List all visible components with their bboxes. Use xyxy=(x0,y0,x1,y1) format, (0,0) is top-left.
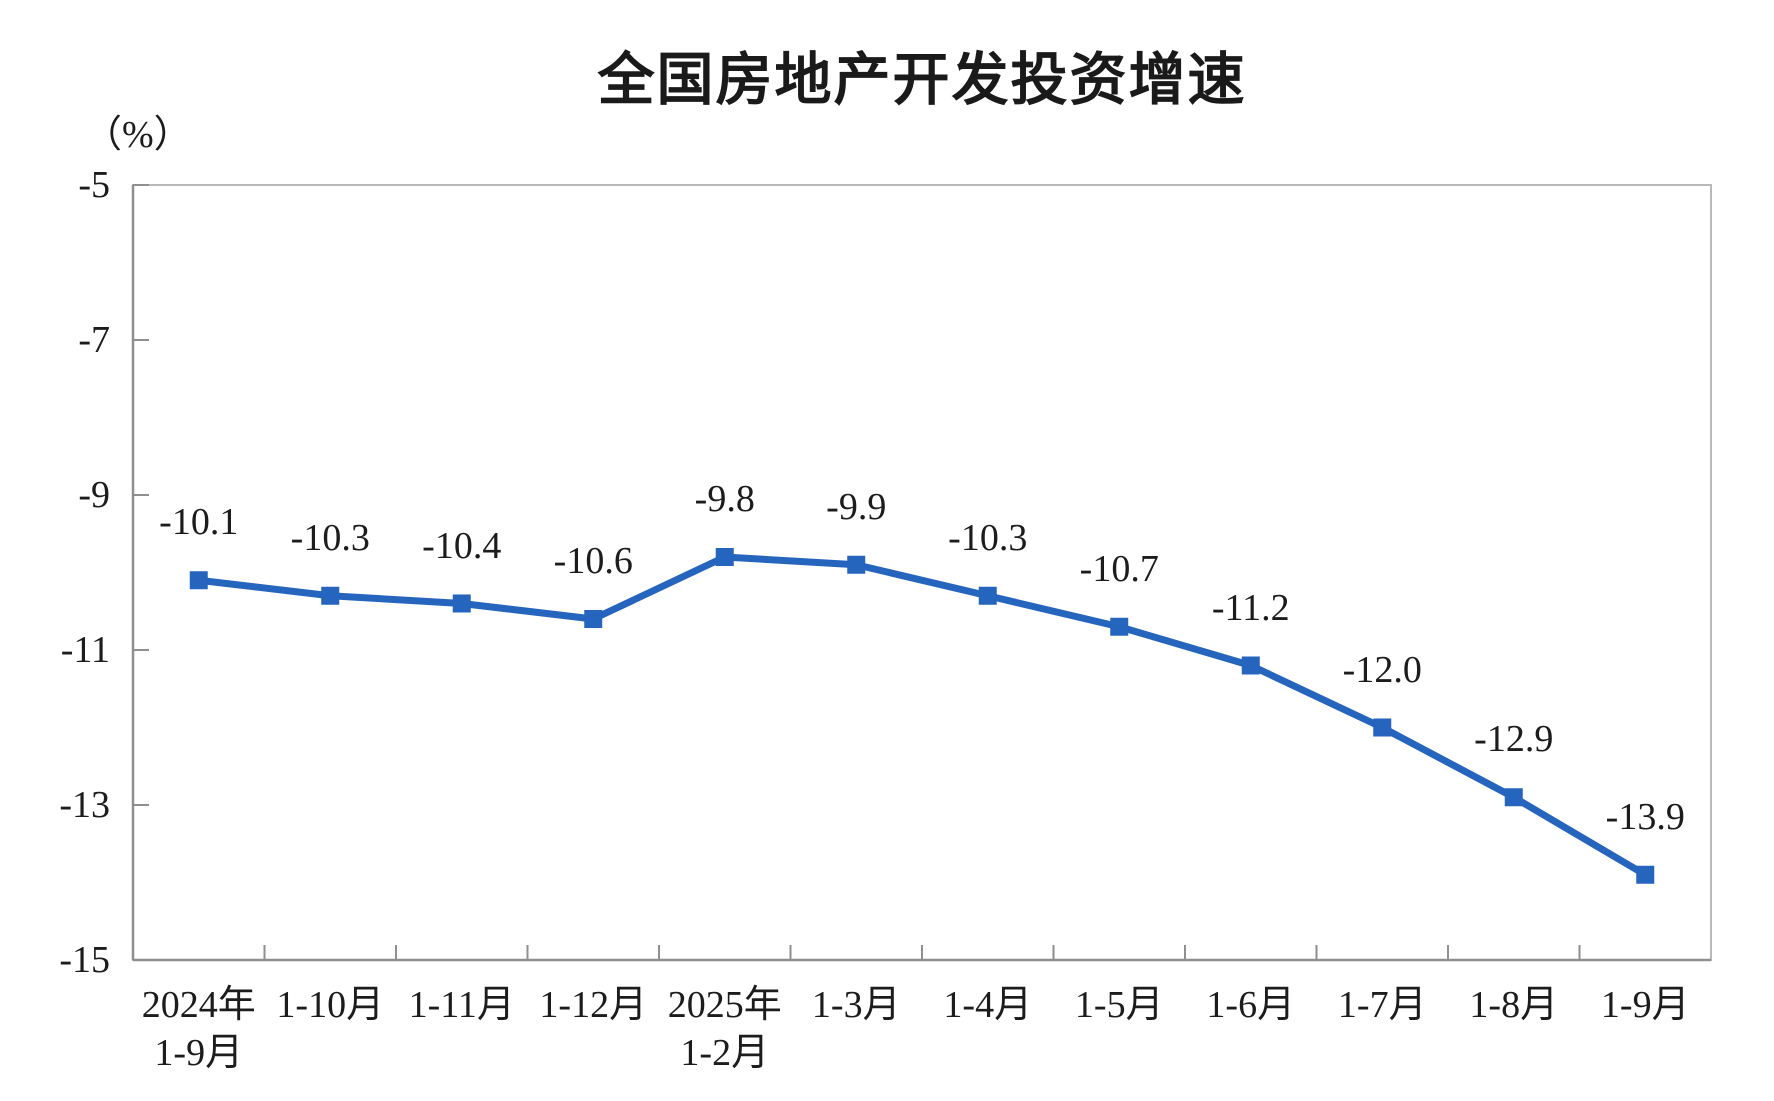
data-point-marker xyxy=(978,586,997,605)
point-label: -10.3 xyxy=(290,516,370,559)
x-tick-label-line: 1-4月 xyxy=(943,984,1033,1026)
point-label: -10.1 xyxy=(159,501,239,544)
y-tick-label: -11 xyxy=(60,629,110,671)
data-point-marker xyxy=(321,586,340,605)
data-point-marker xyxy=(452,594,471,613)
data-point-marker xyxy=(1504,788,1523,807)
y-tick-label: -5 xyxy=(78,164,110,206)
point-label: -10.3 xyxy=(948,516,1028,559)
x-tick-label-line: 1-8月 xyxy=(1469,984,1559,1026)
y-tick-label: -13 xyxy=(59,784,110,826)
point-label: -10.6 xyxy=(553,540,633,582)
x-tick-label: 1-6月 xyxy=(1141,981,1361,1029)
point-label: -9.8 xyxy=(694,478,755,520)
x-tick-label-line: 1-6月 xyxy=(1206,984,1296,1026)
data-point-marker xyxy=(847,555,866,574)
x-tick-label: 1-11月 xyxy=(352,981,572,1029)
data-point-marker xyxy=(715,548,734,566)
trend-line xyxy=(195,553,1649,879)
point-label: -12.0 xyxy=(1342,648,1422,691)
x-tick-label-line: 2025年 xyxy=(667,984,782,1026)
point-label: -10.7 xyxy=(1079,547,1159,590)
x-tick-label: 1-10月 xyxy=(220,981,440,1029)
point-label: -10.4 xyxy=(422,524,502,567)
x-tick-label: 1-3月 xyxy=(746,981,966,1029)
x-tick-label: 1-5月 xyxy=(1009,981,1229,1029)
x-tick-label-line: 1-9月 xyxy=(154,1032,244,1074)
data-point-marker xyxy=(584,610,603,628)
x-tick-label-line: 1-3月 xyxy=(811,984,901,1026)
x-tick-label: 1-8月 xyxy=(1404,981,1624,1029)
x-tick-label: 2025年 1-2月 xyxy=(615,981,835,1077)
point-label: -11.2 xyxy=(1211,586,1290,629)
x-tick-label-line: 1-2月 xyxy=(680,1032,770,1074)
x-tick-label-line: 1-10月 xyxy=(276,984,385,1026)
x-tick-label: 1-9月 xyxy=(1535,981,1755,1029)
point-label: -12.9 xyxy=(1474,718,1554,761)
x-tick-label: 1-4月 xyxy=(878,981,1098,1029)
y-tick-label: -15 xyxy=(59,939,110,981)
point-label: -13.9 xyxy=(1605,795,1685,838)
x-tick-label-line: 1-12月 xyxy=(539,984,648,1026)
x-tick-label: 2024年 1-9月 xyxy=(89,981,309,1077)
chart-title: 全国房地产开发投资增速 xyxy=(597,48,1247,112)
x-tick-label: 1-12月 xyxy=(483,981,703,1029)
y-tick-label: -9 xyxy=(78,474,110,516)
plot-border xyxy=(132,184,1712,961)
data-point-marker xyxy=(1241,656,1260,675)
y-axis-unit-label: （%） xyxy=(84,114,192,156)
x-tick-label-line: 1-5月 xyxy=(1074,984,1164,1026)
data-point-marker xyxy=(1110,617,1129,636)
data-point-marker xyxy=(1636,865,1655,884)
x-tick-label-line: 1-9月 xyxy=(1600,984,1690,1026)
x-tick-label-line: 2024年 xyxy=(141,984,256,1026)
x-tick-label-line: 1-7月 xyxy=(1337,984,1427,1026)
x-tick-label-line: 1-11月 xyxy=(408,984,515,1026)
data-point-marker xyxy=(189,571,208,590)
x-tick-label: 1-7月 xyxy=(1272,981,1492,1029)
y-tick-label: -7 xyxy=(78,319,110,361)
data-point-marker xyxy=(1373,718,1392,737)
point-label: -9.9 xyxy=(826,485,887,528)
